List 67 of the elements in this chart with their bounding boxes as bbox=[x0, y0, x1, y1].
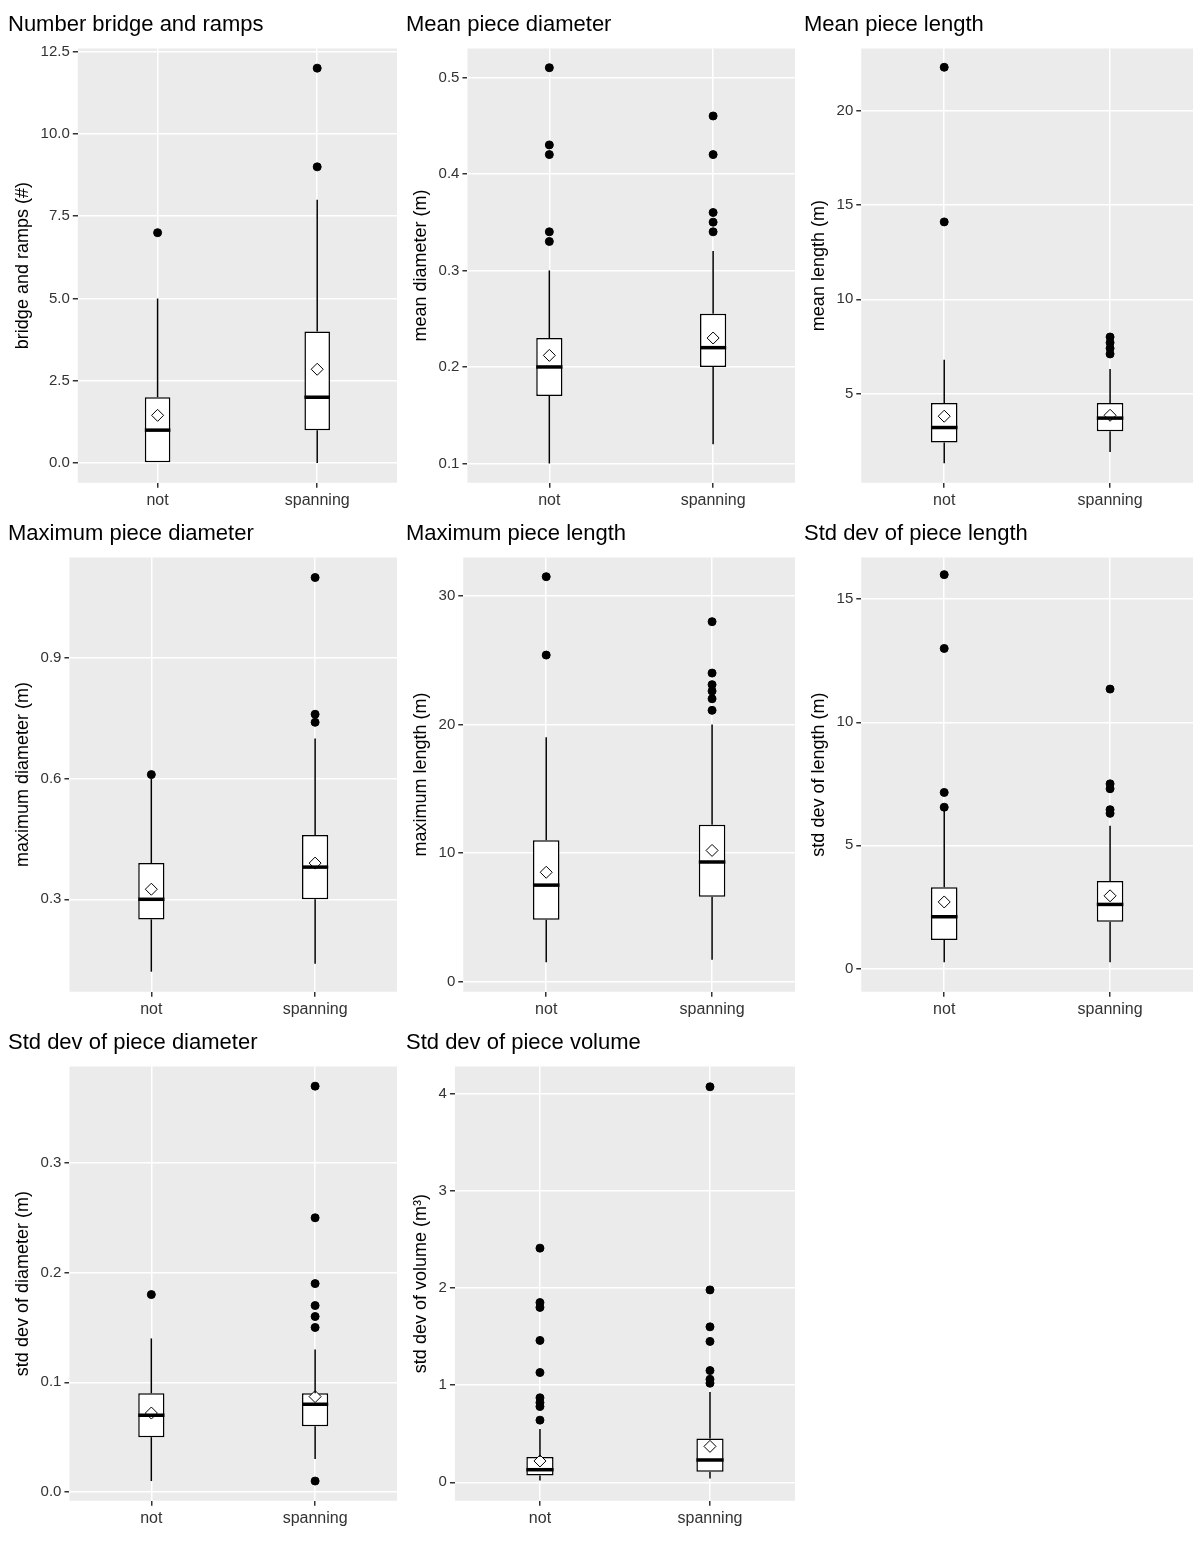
y-tick-label: 30 bbox=[438, 586, 456, 604]
y-tick-label: 0.1 bbox=[40, 1372, 62, 1390]
y-tick-label: 0.3 bbox=[40, 889, 62, 907]
y-tick-label: 0.2 bbox=[438, 357, 460, 375]
chart-title: Mean piece length bbox=[804, 11, 984, 37]
x-tick-label: not bbox=[535, 999, 558, 1017]
y-tick-label: 2 bbox=[438, 1278, 447, 1296]
y-axis-title: maximum diameter (m) bbox=[11, 682, 32, 868]
y-axis-title: mean diameter (m) bbox=[409, 189, 430, 342]
y-tick-label: 0.0 bbox=[48, 453, 70, 471]
x-tick-label: spanning bbox=[680, 490, 746, 508]
x-tick-label: not bbox=[140, 1508, 164, 1526]
x-tick-label: spanning bbox=[282, 1508, 348, 1526]
y-tick-label: 4 bbox=[438, 1083, 447, 1101]
x-tick-label: not bbox=[528, 1508, 552, 1526]
y-tick-label: 10 bbox=[836, 712, 854, 730]
y-tick-label: 1 bbox=[438, 1375, 447, 1393]
y-tick-label: 2.5 bbox=[48, 370, 70, 388]
y-tick-label: 15 bbox=[836, 195, 854, 213]
y-axis-title: mean length (m) bbox=[807, 200, 828, 332]
y-tick-label: 0.2 bbox=[40, 1262, 62, 1280]
y-axis-title: bridge and ramps (#) bbox=[11, 182, 32, 350]
y-tick-label: 10.0 bbox=[40, 124, 70, 142]
y-tick-label: 0.5 bbox=[438, 67, 460, 85]
y-tick-label: 12.5 bbox=[40, 41, 70, 59]
x-tick-label: spanning bbox=[679, 999, 745, 1017]
y-tick-label: 0 bbox=[844, 958, 854, 976]
y-tick-label: 10 bbox=[836, 289, 854, 307]
chart-title: Maximum piece length bbox=[406, 520, 627, 546]
y-tick-label: 0.1 bbox=[438, 453, 460, 471]
y-tick-label: 3 bbox=[438, 1180, 447, 1198]
x-tick-label: not bbox=[538, 490, 562, 508]
y-axis-title: std dev of diameter (m) bbox=[11, 1191, 32, 1377]
y-tick-label: 0 bbox=[446, 971, 456, 989]
x-tick-label: spanning bbox=[677, 1508, 743, 1526]
chart-title: Number bridge and ramps bbox=[8, 11, 264, 37]
y-tick-label: 0.4 bbox=[438, 164, 460, 182]
chart-title: Std dev of piece volume bbox=[406, 1029, 641, 1055]
y-axis-title: std dev of length (m) bbox=[807, 692, 828, 857]
chart-title: Maximum piece diameter bbox=[8, 520, 254, 546]
x-tick-label: not bbox=[933, 490, 956, 508]
y-axis-title: std dev of volume (m³) bbox=[409, 1194, 430, 1374]
y-tick-label: 15 bbox=[836, 589, 854, 607]
y-tick-label: 20 bbox=[438, 714, 456, 732]
chart-title: Mean piece diameter bbox=[406, 11, 612, 37]
y-tick-label: 0.3 bbox=[438, 260, 460, 278]
y-tick-label: 5 bbox=[844, 383, 854, 401]
y-tick-label: 0.3 bbox=[40, 1153, 62, 1171]
y-tick-label: 0.9 bbox=[40, 648, 62, 666]
x-tick-label: spanning bbox=[282, 999, 348, 1017]
y-tick-label: 5.0 bbox=[48, 288, 70, 306]
y-tick-label: 20 bbox=[836, 100, 854, 118]
chart-title: Std dev of piece length bbox=[804, 520, 1028, 546]
y-tick-label: 7.5 bbox=[48, 206, 70, 224]
x-tick-label: spanning bbox=[1077, 999, 1143, 1017]
x-tick-label: not bbox=[140, 999, 164, 1017]
y-tick-label: 0 bbox=[438, 1472, 447, 1490]
y-tick-label: 10 bbox=[438, 843, 456, 861]
y-tick-label: 5 bbox=[844, 835, 854, 853]
y-axis-title: maximum length (m) bbox=[409, 692, 430, 857]
x-tick-label: spanning bbox=[1077, 490, 1143, 508]
x-tick-label: not bbox=[933, 999, 956, 1017]
y-tick-label: 0.0 bbox=[40, 1482, 62, 1500]
chart-title: Std dev of piece diameter bbox=[8, 1029, 258, 1055]
x-tick-label: not bbox=[146, 490, 170, 508]
x-tick-label: spanning bbox=[284, 490, 350, 508]
y-tick-label: 0.6 bbox=[40, 768, 62, 786]
